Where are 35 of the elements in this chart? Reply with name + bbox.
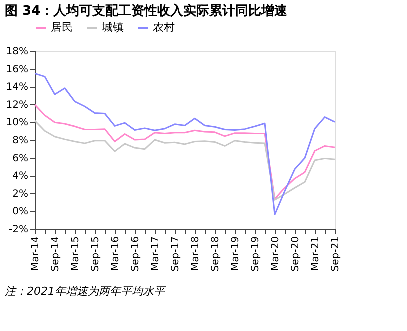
x-tick-label: Mar-17 <box>150 236 162 272</box>
chart-title: 图 34：人均可支配工资性收入实际累计同比增速 <box>5 3 289 19</box>
y-tick-label: 8% <box>12 136 28 146</box>
y-tick-label: 18% <box>6 46 28 58</box>
x-tick-label: Sep-16 <box>130 236 142 272</box>
x-tick-label: Sep-18 <box>210 236 222 272</box>
x-tick-label: Sep-20 <box>290 236 302 272</box>
y-tick-label: 4% <box>12 171 28 182</box>
x-tick-label: Sep-21 <box>330 236 342 272</box>
x-tick-label: Mar-21 <box>310 236 322 272</box>
y-tick-label: 2% <box>12 188 28 200</box>
line-series <box>34 72 336 216</box>
y-tick-label: 6% <box>12 153 28 164</box>
y-tick-label: 10% <box>6 118 28 129</box>
legend-label: 农村 <box>153 21 175 34</box>
y-tick-label: 0% <box>12 206 28 218</box>
line-series <box>34 120 336 201</box>
legend-label: 城镇 <box>101 21 124 34</box>
y-tick-label: 12% <box>6 100 28 111</box>
x-tick-label: Mar-19 <box>230 236 242 272</box>
y-tick-label: 16% <box>6 64 28 76</box>
x-tick-label: Mar-18 <box>190 236 202 272</box>
x-tick-label: Sep-14 <box>50 236 62 272</box>
x-tick-label: Sep-19 <box>250 236 262 272</box>
y-tick-label: -2% <box>9 224 28 236</box>
text: 注：2021年增速为两年平均水平 <box>5 285 166 298</box>
x-tick-label: Sep-15 <box>90 236 102 272</box>
x-tick-label: Mar-20 <box>270 236 282 272</box>
line-series <box>34 104 336 200</box>
x-tick-label: Sep-17 <box>170 236 182 272</box>
x-tick-label: Mar-16 <box>110 236 122 272</box>
x-tick-label: Mar-15 <box>70 236 82 272</box>
x-tick-label: Mar-14 <box>30 236 42 272</box>
y-tick-label: 14% <box>6 82 28 94</box>
legend-label: 居民 <box>51 21 73 34</box>
